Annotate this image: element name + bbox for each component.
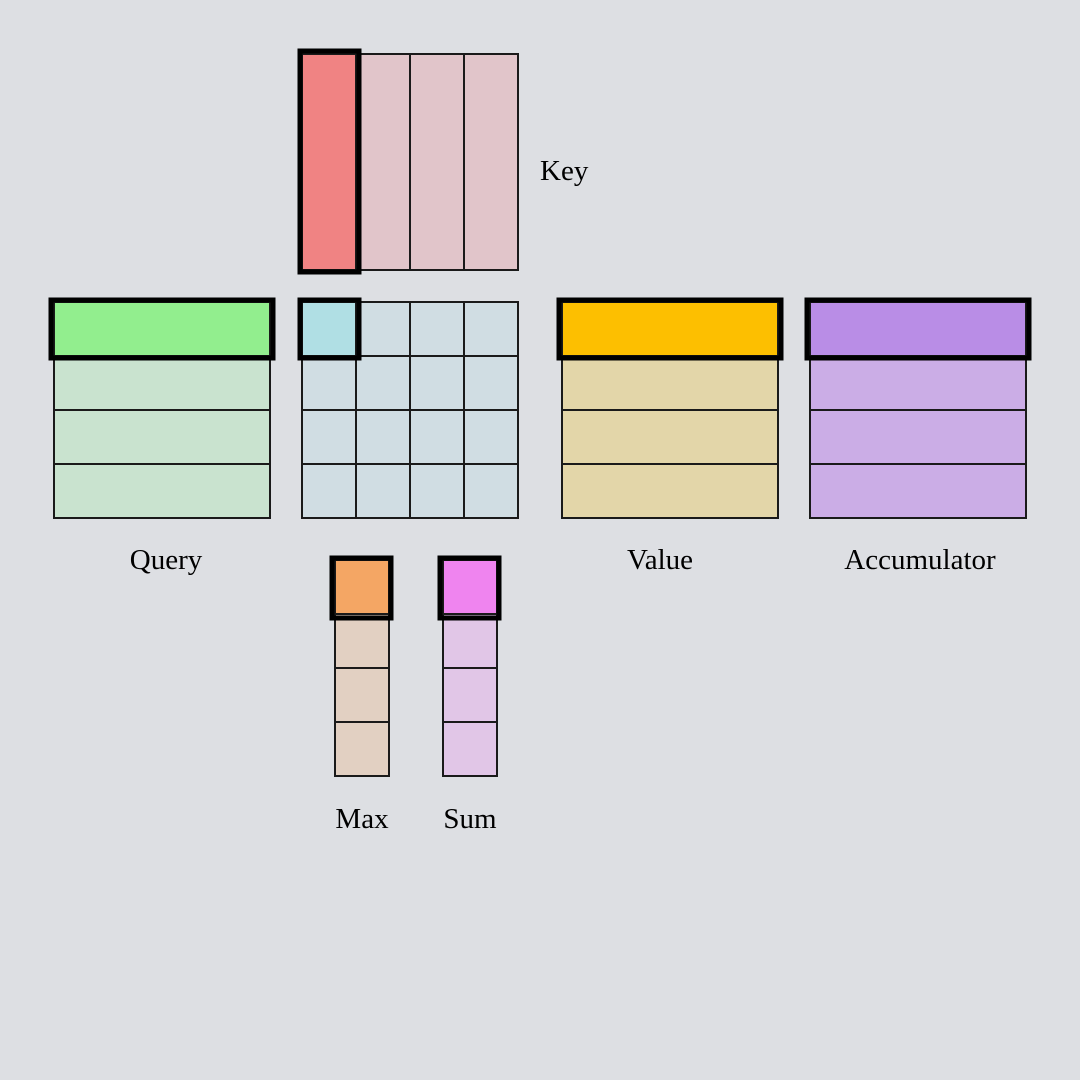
max-row-1 [334,559,390,615]
accumulator-block: Accumulator [804,297,1032,576]
sum-row-3 [442,667,498,723]
max-block: Max [329,555,394,835]
query-block: Query [48,297,276,576]
scores-cell-r1-c2 [355,301,411,357]
query-label: Query [130,544,203,576]
max-highlight-frame [329,555,394,621]
scores-cell-r2-c3 [409,355,465,411]
scores-cell-r1-c1 [301,301,357,357]
key-label: Key [540,155,589,187]
query-row-1 [53,301,271,357]
scores-cell-r4-c3 [409,463,465,519]
scores-cell-r2-c2 [355,355,411,411]
accumulator-row-1 [809,301,1027,357]
max-row-2 [334,613,390,669]
scores-cell-r4-c2 [355,463,411,519]
key-cell-3 [409,53,465,271]
scores-cell-r3-c1 [301,409,357,465]
scores-cell-r4-c1 [301,463,357,519]
key-block: Key [297,48,589,275]
key-cell-4 [463,53,519,271]
key-highlight-frame [297,48,362,275]
max-label: Max [335,803,389,835]
scores-cell-r3-c2 [355,409,411,465]
scores-cell-r2-c1 [301,355,357,411]
value-highlight-frame [556,297,784,361]
scores-cell-r1-c3 [409,301,465,357]
key-cell-2 [355,53,411,271]
max-row-3 [334,667,390,723]
query-highlight-frame [48,297,276,361]
sum-label: Sum [443,803,497,835]
scores-highlight-frame [297,297,362,361]
scores-cell-r3-c3 [409,409,465,465]
value-block: Value [556,297,784,576]
accumulator-row-3 [809,409,1027,465]
query-row-4 [53,463,271,519]
accumulator-label: Accumulator [844,544,996,576]
scores-cell-r3-c4 [463,409,519,465]
sum-block: Sum [437,555,502,835]
sum-row-1 [442,559,498,615]
value-row-2 [561,355,779,411]
sum-row-4 [442,721,498,777]
max-row-4 [334,721,390,777]
accumulator-highlight-frame [804,297,1032,361]
value-row-1 [561,301,779,357]
value-label: Value [627,544,693,576]
accumulator-row-2 [809,355,1027,411]
value-row-4 [561,463,779,519]
query-row-3 [53,409,271,465]
sum-highlight-frame [437,555,502,621]
scores-block [297,297,519,519]
scores-cell-r2-c4 [463,355,519,411]
scores-cell-r1-c4 [463,301,519,357]
sum-row-2 [442,613,498,669]
value-row-3 [561,409,779,465]
query-row-2 [53,355,271,411]
key-cell-1 [301,53,357,271]
scores-cell-r4-c4 [463,463,519,519]
accumulator-row-4 [809,463,1027,519]
